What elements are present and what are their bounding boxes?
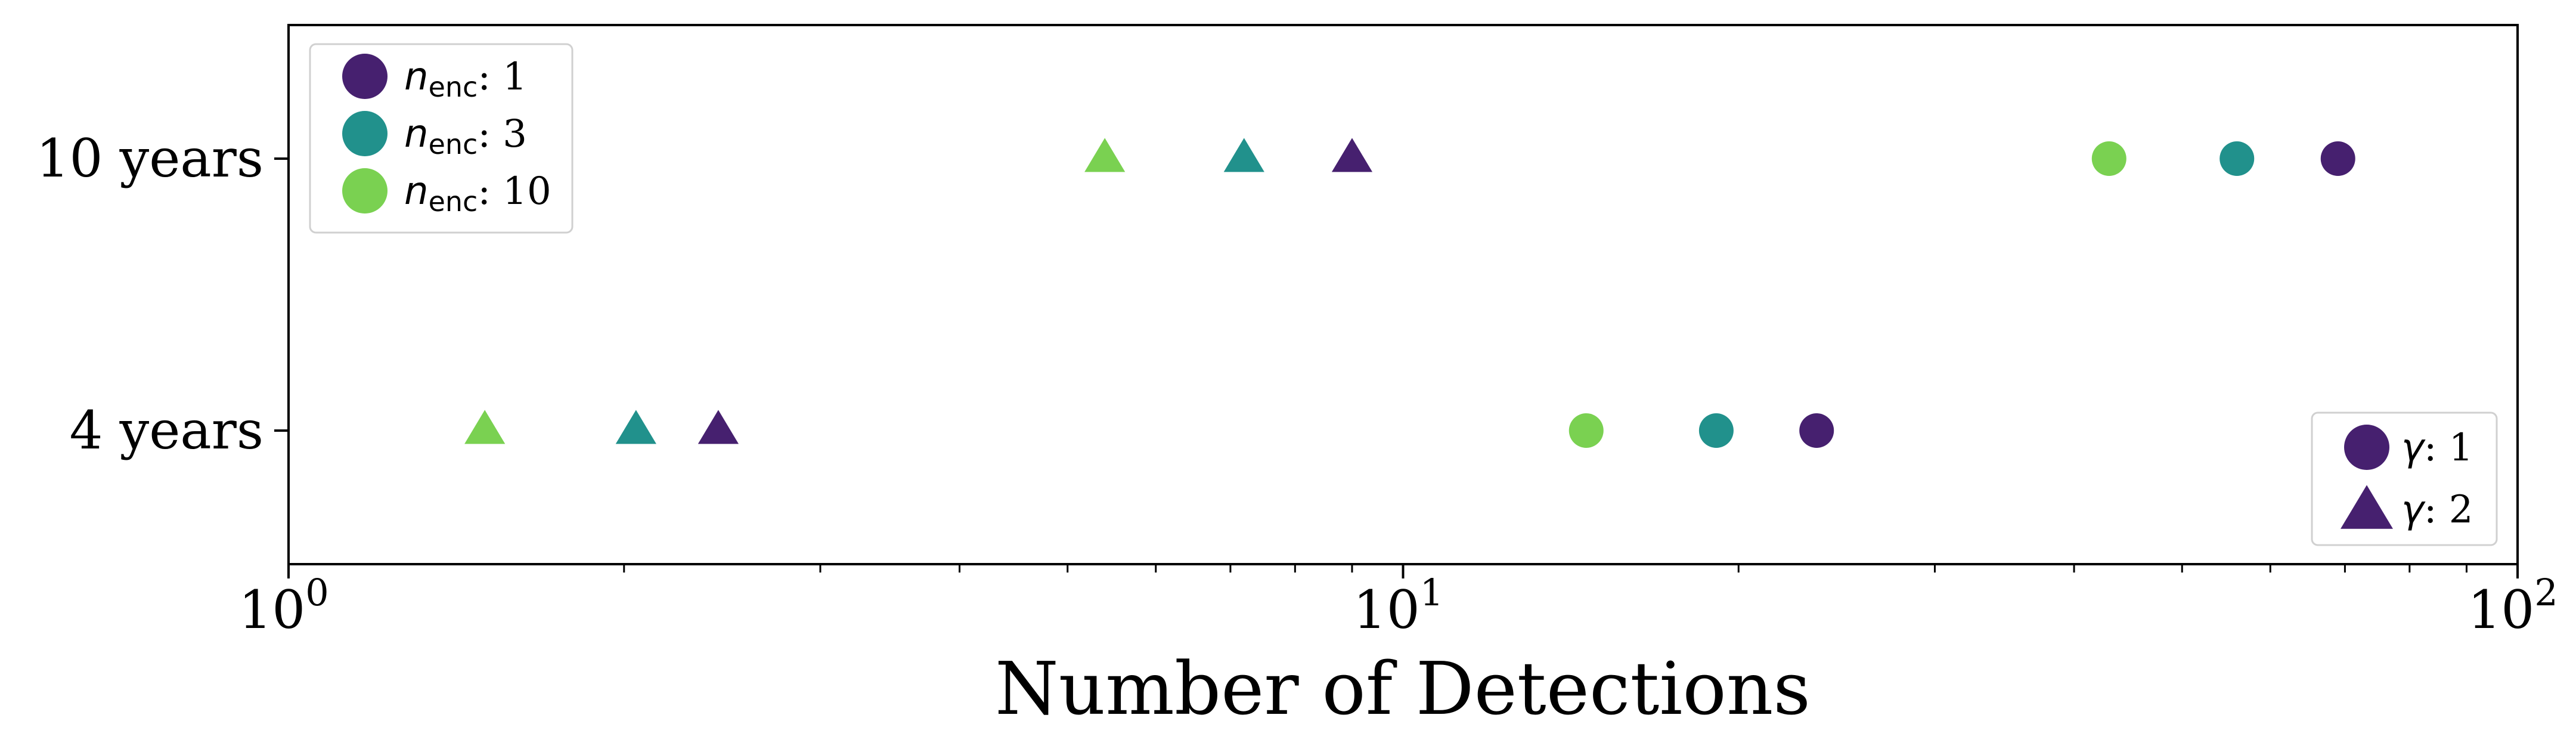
y-tick-label: 10 years	[36, 128, 264, 189]
legend-marker-circle	[342, 168, 388, 213]
y-ticks: 10 years 4 years	[36, 128, 289, 461]
data-point-triangle	[1084, 138, 1126, 172]
data-point-circle	[2320, 141, 2355, 176]
data-point-triangle	[698, 410, 739, 444]
legend-label: γ: 1	[2401, 426, 2473, 470]
legend-marker-circle	[342, 54, 388, 99]
legend-gamma: γ: 1 γ: 2	[2311, 411, 2498, 546]
legend-label: nenc: 10	[404, 169, 551, 218]
x-tick-label: 102	[2467, 571, 2558, 640]
data-point-triangle	[1331, 138, 1373, 172]
legend-marker-triangle	[2341, 485, 2393, 529]
legend-label: nenc: 3	[404, 112, 527, 160]
data-point-circle	[1799, 413, 1834, 448]
x-axis-title: Number of Detections	[995, 646, 1811, 731]
data-point-triangle	[464, 410, 506, 444]
x-minor-ticks	[623, 564, 2467, 573]
data-point-circle	[2091, 141, 2126, 176]
data-point-circle	[1568, 413, 1604, 448]
data-point-triangle	[1223, 138, 1264, 172]
legend-label: nenc: 1	[404, 55, 527, 103]
legend-marker-circle	[2344, 425, 2389, 470]
x-major-ticks: 100 101 102	[238, 564, 2558, 640]
x-tick-label: 100	[238, 571, 328, 640]
data-point-circle	[2219, 141, 2255, 176]
data-point-triangle	[615, 410, 656, 444]
data-point-circle	[1698, 413, 1734, 448]
data-points	[464, 138, 2355, 448]
plot-frame	[287, 24, 2519, 565]
legend-marker-circle	[342, 111, 388, 156]
y-tick-label: 4 years	[70, 400, 264, 461]
plot-area	[289, 25, 2518, 564]
legend-n-enc: nenc: 1 nenc: 3 nenc: 10	[309, 43, 574, 234]
legend-label: γ: 2	[2401, 488, 2473, 532]
x-tick-label: 101	[1353, 571, 1443, 640]
